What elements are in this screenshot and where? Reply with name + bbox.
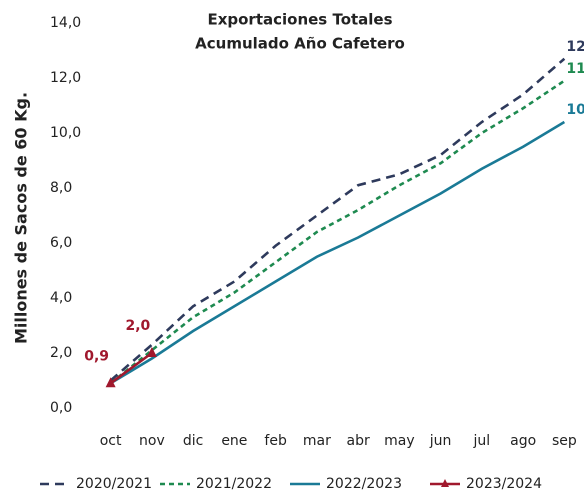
x-tick-label: abr [347, 433, 370, 449]
x-tick-label: may [384, 433, 415, 449]
y-tick-label: 2,0 [50, 345, 72, 361]
y-tick-label: 4,0 [50, 290, 72, 306]
data-label: 11, [566, 61, 584, 77]
y-tick-label: 8,0 [50, 180, 72, 196]
data-label: 0,9 [84, 348, 109, 364]
series-line [109, 57, 566, 382]
point-marker [105, 377, 116, 388]
legend-label: 2020/2021 [76, 476, 152, 492]
y-tick-label: 6,0 [50, 235, 72, 251]
legend-label: 2023/2024 [466, 476, 542, 492]
data-label: 2,0 [125, 318, 150, 334]
x-tick-label: oct [100, 433, 122, 449]
y-tick-label: 12,0 [50, 70, 81, 86]
data-label: 10, [566, 102, 584, 118]
x-tick-label: jun [429, 433, 452, 449]
legend-marker [441, 479, 449, 487]
x-tick-label: ago [510, 433, 536, 449]
x-tick-label: ene [221, 433, 247, 449]
x-tick-label: feb [264, 433, 287, 449]
x-tick-label: nov [139, 433, 165, 449]
x-tick-label: sep [552, 433, 577, 449]
series-line [109, 120, 566, 385]
x-tick-label: mar [303, 433, 331, 449]
x-tick-label: jul [473, 433, 491, 449]
x-tick-label: dic [183, 433, 203, 449]
chart-title: Acumulado Año Cafetero [195, 35, 405, 53]
y-axis-label: Millones de Sacos de 60 Kg. [12, 92, 31, 344]
legend-label: 2021/2022 [196, 476, 272, 492]
legend-label: 2022/2023 [326, 476, 402, 492]
chart-title: Exportaciones Totales [207, 11, 392, 29]
series-line [109, 351, 153, 385]
y-tick-label: 0,0 [50, 400, 72, 416]
y-tick-label: 14,0 [50, 15, 81, 31]
data-label: 12, [566, 39, 584, 55]
point-marker [146, 347, 157, 357]
y-tick-label: 10,0 [50, 125, 81, 141]
series-line [109, 79, 566, 385]
